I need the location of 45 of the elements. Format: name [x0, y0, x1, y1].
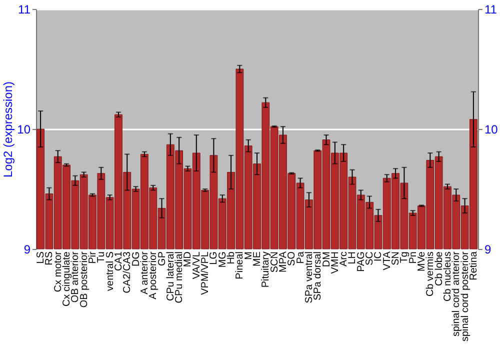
x-tick-label: GP — [156, 251, 168, 266]
x-tick-label: Cb nucleus — [442, 252, 454, 302]
x-tick-label: OB posterior — [78, 250, 90, 308]
x-tick-label: PAG — [356, 251, 367, 272]
x-tick-label: OB anterior — [70, 250, 82, 303]
x-tick-label: Tg — [399, 252, 410, 264]
x-tick-label: ventral S — [104, 251, 116, 291]
x-tick-label: VA/VL — [191, 251, 202, 280]
y-tick-label: 10 — [17, 122, 31, 136]
x-tick-label: SPa ventral — [304, 252, 315, 304]
x-tick-label: Pn — [408, 252, 419, 264]
x-tick-label: CPu lateral — [165, 252, 176, 301]
y-tick-label: 9 — [24, 242, 31, 256]
x-tick-label: VTA — [382, 251, 393, 270]
y2-tick-label: 9 — [484, 242, 492, 256]
x-tick-label: SPa dorsal — [312, 252, 324, 300]
x-tick-label: RS — [44, 251, 56, 266]
x-tick-label: A posterior — [148, 250, 160, 300]
x-tick-label: Tu — [96, 252, 108, 263]
x-tick-label: spinal cord anterior — [451, 250, 462, 337]
x-tick-label: Pir — [87, 250, 98, 264]
x-tick-label: Pituitary — [260, 252, 272, 288]
x-tick-label: SO — [286, 251, 298, 266]
x-tick-label: spinal cord posterior — [460, 250, 471, 342]
x-tick-label: VMH — [330, 252, 341, 274]
x-tick-label: SCN — [269, 252, 280, 273]
x-tick-label: IC — [373, 252, 384, 262]
y-axis-title: Log2 (expression) — [1, 81, 16, 178]
x-tick-label: CA1 — [113, 251, 124, 271]
x-tick-label: M — [243, 252, 254, 260]
x-tick-label: A anterior — [139, 250, 150, 294]
x-tick-label: Cb lobe — [434, 251, 445, 286]
x-tick-label: Pa — [295, 251, 306, 264]
y2-tick-label: 11 — [484, 2, 498, 16]
x-tick-label: MPA — [278, 251, 289, 272]
x-tick-label: LG — [208, 251, 220, 265]
x-tick-label: LH — [347, 252, 358, 264]
x-tick-label: Retina — [468, 251, 480, 280]
y-tick-label: 11 — [18, 2, 31, 16]
x-tick-label: DG — [130, 251, 142, 266]
x-tick-label: ME — [252, 251, 263, 266]
x-tick-label: DM — [321, 252, 332, 268]
y2-tick-label: 10 — [484, 122, 498, 136]
x-tick-label: Pineal — [234, 252, 246, 280]
x-tick-label: CA2/CA3 — [122, 251, 134, 294]
